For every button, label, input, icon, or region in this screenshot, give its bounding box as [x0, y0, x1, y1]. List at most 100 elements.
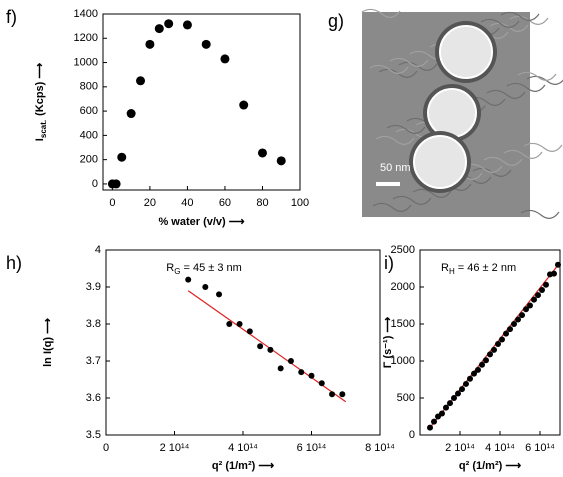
data-point — [278, 365, 284, 371]
x-tick-label: 6 10¹⁴ — [297, 442, 327, 454]
data-point — [277, 156, 286, 165]
data-point — [216, 291, 222, 297]
x-axis-label: % water (v/v) ⟶ — [158, 216, 244, 228]
x-axis-label: q² (1/m²) ⟶ — [212, 460, 274, 472]
data-point — [164, 19, 173, 28]
data-point — [507, 326, 513, 332]
data-point — [495, 341, 501, 347]
particle — [414, 136, 466, 188]
y-axis-label: ln I(q) ⟶ — [42, 318, 54, 367]
data-point — [136, 76, 145, 85]
y-tick-label: 1400 — [74, 8, 98, 20]
data-point — [463, 381, 469, 387]
data-point — [185, 277, 191, 283]
data-point — [475, 367, 481, 373]
data-point — [451, 395, 457, 401]
data-point — [551, 271, 557, 277]
data-point — [288, 358, 294, 364]
data-point — [239, 101, 248, 110]
panel-label: h) — [6, 253, 22, 273]
y-tick-label: 3.7 — [86, 355, 101, 367]
annotation: RH = 46 ± 2 nm — [441, 262, 516, 276]
y-tick-label: 3.5 — [86, 429, 101, 441]
x-tick-label: 4 10¹⁴ — [228, 442, 258, 454]
data-point — [329, 391, 335, 397]
x-tick-label: 8 10¹⁴ — [365, 442, 395, 454]
data-point — [127, 109, 136, 118]
annotation-main: R — [166, 262, 174, 274]
data-point — [459, 386, 465, 392]
y-tick-label: 1000 — [391, 355, 415, 367]
data-point — [491, 347, 497, 353]
y-axis-label-unit: (Kcps) ⟶ — [34, 63, 46, 116]
y-tick-label: 400 — [80, 129, 98, 141]
data-point — [220, 54, 229, 63]
data-point — [439, 411, 445, 417]
x-tick-label: 0 — [109, 197, 115, 209]
data-point — [447, 400, 453, 406]
data-point — [443, 405, 449, 411]
data-point — [155, 24, 164, 33]
panel-label: f) — [6, 7, 17, 27]
data-point — [479, 362, 485, 368]
data-point — [555, 262, 561, 268]
y-tick-label: 1000 — [74, 56, 98, 68]
scale-bar-label: 50 nm — [380, 162, 411, 174]
y-axis-label: Iscat.(Kcps) ⟶ — [34, 63, 48, 142]
data-point — [112, 179, 121, 188]
data-point — [257, 343, 263, 349]
figure: f)0200400600800100012001400020406080100%… — [0, 0, 563, 477]
y-tick-label: 3.9 — [86, 281, 101, 293]
x-tick-label: 4 10¹⁴ — [485, 442, 515, 454]
y-tick-label: 1200 — [74, 32, 98, 44]
data-point — [487, 351, 493, 357]
x-tick-label: 40 — [181, 197, 193, 209]
data-point — [543, 282, 549, 288]
plot-frame — [420, 250, 560, 435]
y-axis-label: Γ (s⁻¹) ⟶ — [382, 317, 394, 369]
data-point — [455, 391, 461, 397]
y-tick-label: 4 — [95, 244, 101, 256]
data-point — [511, 321, 517, 327]
y-tick-label: 600 — [80, 105, 98, 117]
x-tick-label: 20 — [144, 197, 156, 209]
y-axis-label-main: ln I(q) ⟶ — [42, 318, 54, 367]
plot-frame — [103, 14, 300, 190]
y-axis-label-main: Γ (s⁻¹) ⟶ — [382, 317, 394, 369]
data-point — [258, 148, 267, 157]
y-tick-label: 0 — [409, 429, 415, 441]
data-point — [237, 321, 243, 327]
data-point — [503, 331, 509, 337]
data-point — [519, 312, 525, 318]
annotation-rest: = 46 ± 2 nm — [455, 262, 516, 274]
data-point — [183, 20, 192, 29]
annotation: RG = 45 ± 3 nm — [166, 262, 242, 276]
data-point — [535, 292, 541, 298]
data-point — [319, 380, 325, 386]
data-point — [527, 303, 533, 309]
data-point — [298, 369, 304, 375]
x-axis-label: q² (1/m²) ⟶ — [459, 460, 521, 472]
x-tick-label: 80 — [256, 197, 268, 209]
data-point — [467, 376, 473, 382]
data-point — [117, 153, 126, 162]
y-tick-label: 2500 — [391, 244, 415, 256]
data-point — [202, 284, 208, 290]
x-tick-label: 0 — [103, 442, 109, 454]
data-point — [427, 425, 433, 431]
y-tick-label: 3.6 — [86, 392, 101, 404]
data-point — [202, 40, 211, 49]
y-tick-label: 1500 — [391, 318, 415, 330]
data-point — [431, 419, 437, 425]
y-tick-label: 3.8 — [86, 318, 101, 330]
data-point — [267, 347, 273, 353]
x-tick-label: 2 10¹⁴ — [445, 442, 475, 454]
x-tick-label: 60 — [219, 197, 231, 209]
data-point — [531, 297, 537, 303]
data-point — [483, 357, 489, 363]
x-tick-label: 100 — [291, 197, 309, 209]
y-tick-label: 800 — [80, 81, 98, 93]
y-tick-label: 0 — [92, 178, 98, 190]
annotation-main: R — [441, 262, 449, 274]
data-point — [247, 328, 253, 334]
